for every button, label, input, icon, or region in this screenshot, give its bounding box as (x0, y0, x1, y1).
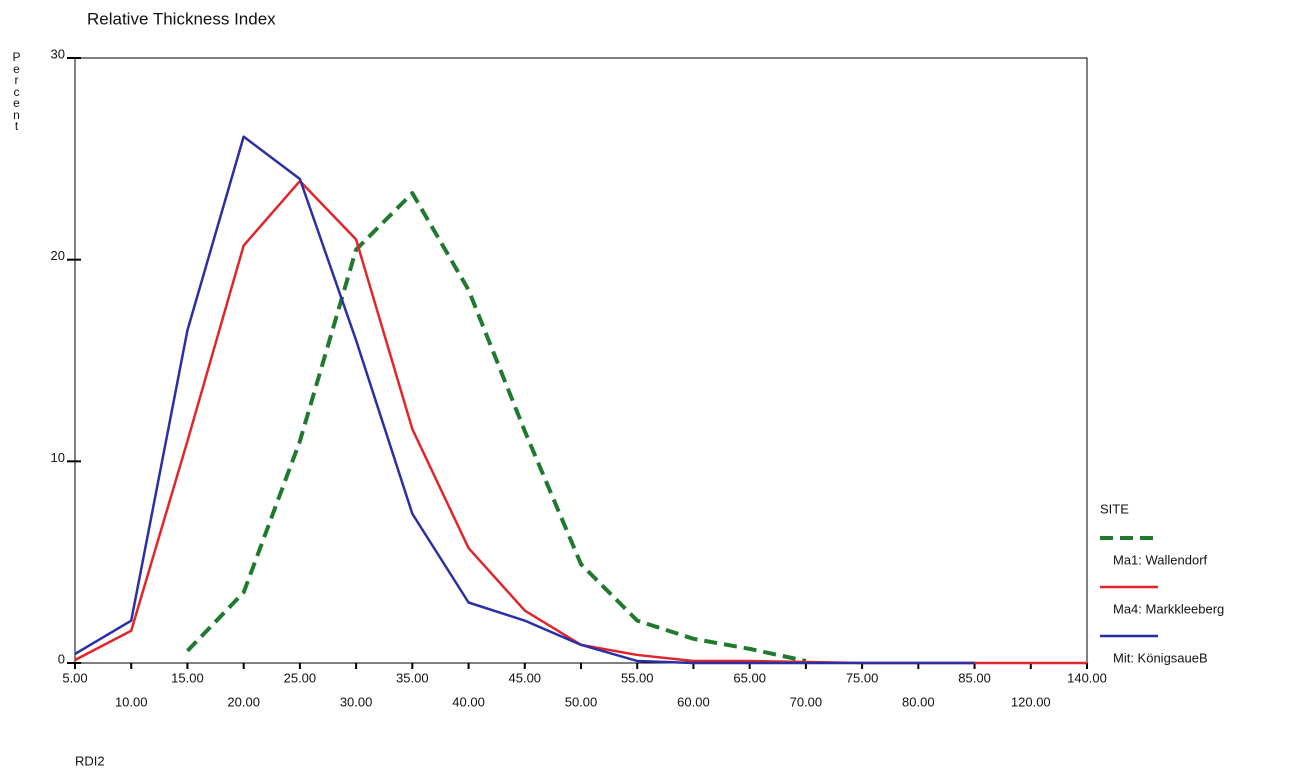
legend-label: Mit: KönigsaueB (1113, 650, 1208, 665)
x-tick-label: 85.00 (958, 670, 991, 685)
x-tick-label: 25.00 (284, 670, 317, 685)
x-tick-label: 30.00 (340, 694, 373, 709)
y-tick-label: 0 (58, 651, 65, 666)
x-tick-label: 15.00 (171, 670, 204, 685)
y-axis-label: Percent (12, 50, 21, 133)
x-tick-label: 80.00 (902, 694, 935, 709)
series-line (74, 135, 975, 665)
x-tick-label: 40.00 (452, 694, 485, 709)
x-tick-label: 75.00 (846, 670, 879, 685)
x-tick-label: 70.00 (790, 694, 823, 709)
chart-title: Relative Thickness Index (87, 9, 276, 28)
x-tick-label: 55.00 (621, 670, 654, 685)
series-line (74, 179, 1087, 665)
y-tick-label: 20 (51, 248, 65, 263)
y-tick-label: 10 (51, 450, 65, 465)
x-tick-label: 120.00 (1011, 694, 1051, 709)
legend-title: SITE (1100, 501, 1129, 516)
x-tick-label: 50.00 (565, 694, 598, 709)
x-tick-label: 65.00 (733, 670, 766, 685)
x-axis-label: RDI2 (75, 753, 105, 768)
x-tick-label: 10.00 (115, 694, 148, 709)
legend-label: Ma4: Markkleeberg (1113, 601, 1224, 616)
y-tick-label: 30 (51, 46, 65, 61)
x-tick-label: 60.00 (677, 694, 710, 709)
plot-frame (74, 57, 1088, 664)
x-tick-label: 20.00 (227, 694, 260, 709)
x-tick-label: 140.00 (1067, 670, 1107, 685)
legend-label: Ma1: Wallendorf (1113, 552, 1208, 567)
x-tick-label: 45.00 (509, 670, 542, 685)
series-line (186, 191, 807, 663)
x-tick-label: 5.00 (62, 670, 87, 685)
x-tick-label: 35.00 (396, 670, 429, 685)
